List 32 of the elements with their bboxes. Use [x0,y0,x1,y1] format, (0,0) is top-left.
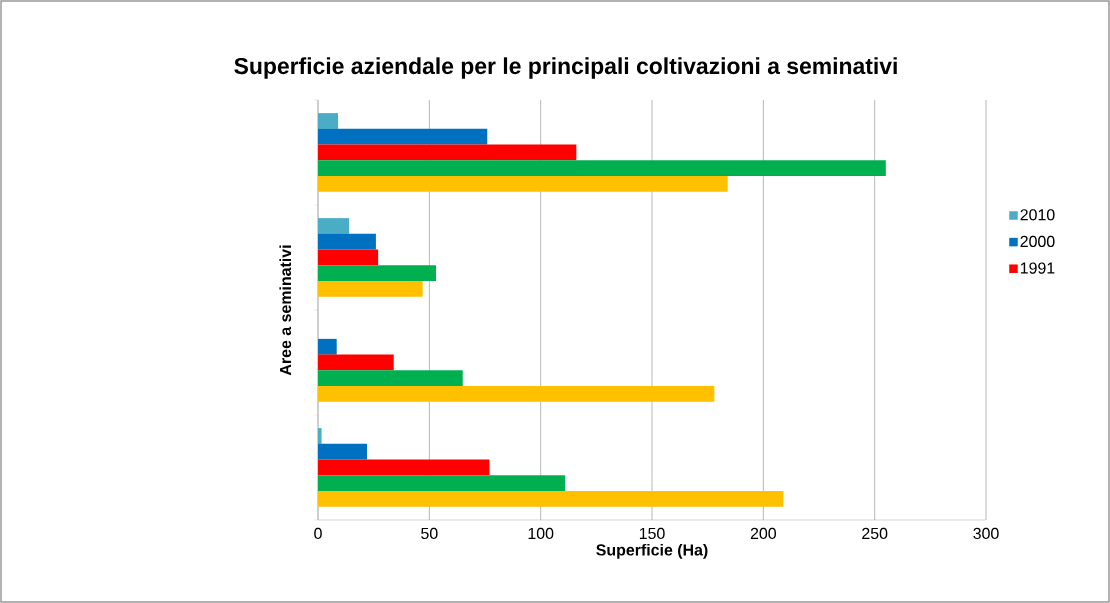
bar [318,443,367,460]
bar [318,265,437,282]
bar [318,475,566,492]
bar [318,249,379,266]
bar [318,144,577,161]
x-tick-label: 100 [528,527,554,540]
bar [318,218,350,234]
chart-title: Superficie aziendale per le principali coltivazioni a seminativi [234,57,897,79]
bar [318,233,376,250]
bar [318,491,784,507]
legend-label: 2000 [1020,235,1055,248]
x-axis-title: Superficie (Ha) [596,543,708,559]
x-tick-label: 50 [421,527,438,540]
bar [318,354,394,371]
bar [318,386,715,402]
legend-label: 1991 [1020,262,1055,274]
x-tick-label: 300 [973,527,999,540]
bar [318,370,463,387]
bar [318,428,322,444]
x-tick-label: 250 [862,527,888,540]
x-tick-label: 200 [750,527,777,540]
bar [318,459,490,476]
x-tick-label: 0 [314,527,322,540]
y-axis-title: Aree a seminativi [279,245,292,376]
bar [318,160,886,177]
bar [318,128,488,145]
bar [318,113,339,129]
legend-label: 2010 [1020,209,1055,221]
bar [318,176,728,192]
bar [318,338,337,355]
x-tick-label: 150 [639,527,665,540]
bar [318,281,423,297]
